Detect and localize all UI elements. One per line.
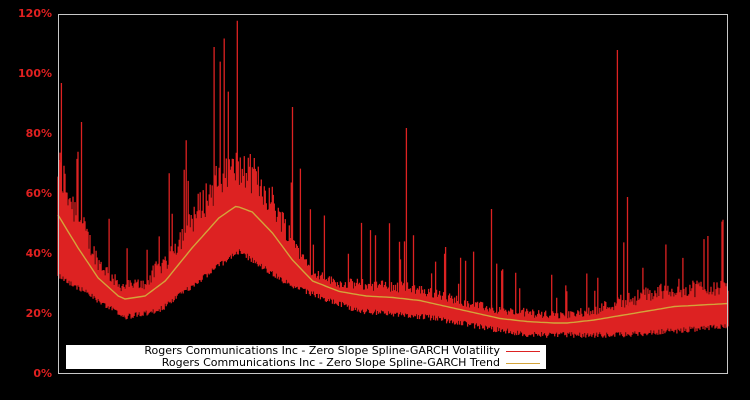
y-tick-label: 80% — [25, 127, 52, 140]
legend-item-volatility: Rogers Communications Inc - Zero Slope S… — [144, 345, 540, 357]
y-tick-label: 120% — [18, 7, 52, 20]
y-tick-label: 0% — [33, 367, 52, 380]
plot-frame — [58, 14, 728, 374]
legend: Rogers Communications Inc - Zero Slope S… — [66, 345, 546, 369]
trend-series — [57, 205, 729, 324]
legend-label: Rogers Communications Inc - Zero Slope S… — [161, 356, 500, 369]
legend-item-trend: Rogers Communications Inc - Zero Slope S… — [162, 357, 540, 369]
legend-label: Rogers Communications Inc - Zero Slope S… — [144, 344, 500, 357]
y-tick-label: 40% — [25, 247, 52, 260]
y-tick-label: 60% — [25, 187, 52, 200]
legend-swatch-volatility — [506, 350, 540, 352]
y-tick-label: 100% — [18, 67, 52, 80]
y-tick-label: 20% — [25, 307, 52, 320]
legend-swatch-trend — [506, 362, 540, 364]
